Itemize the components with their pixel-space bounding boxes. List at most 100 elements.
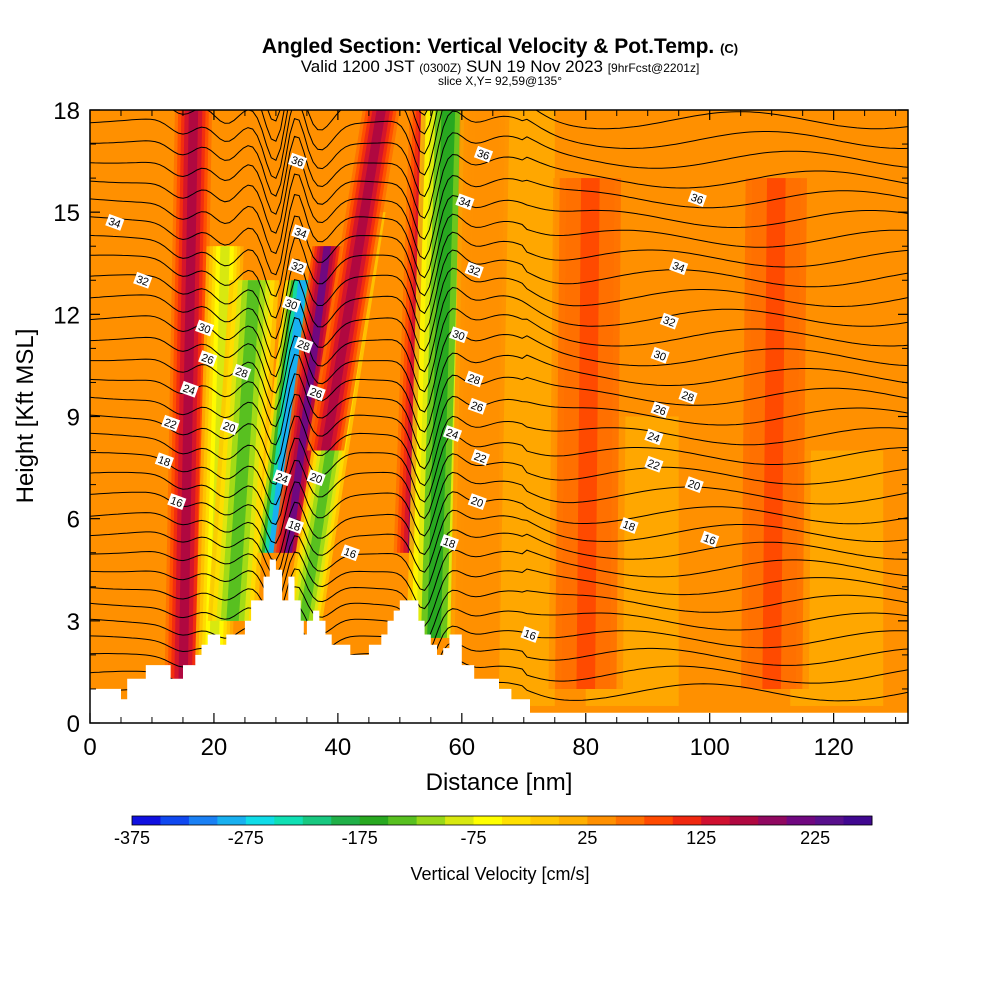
colorbar-swatch (758, 816, 788, 825)
theta-label-text: 36 (289, 154, 305, 169)
colorbar-swatch (502, 816, 531, 825)
x-tick-label: 120 (814, 734, 854, 761)
theta-label-bg (281, 295, 301, 313)
theta-label-bg (619, 517, 639, 534)
colorbar-swatch (729, 816, 759, 825)
theta-contour-line (90, 393, 908, 470)
vv-band (734, 178, 814, 689)
theta-label-bg (700, 530, 720, 548)
vv-band (449, 110, 510, 689)
theta-label-bg (105, 214, 125, 231)
theta-label-text: 26 (469, 400, 485, 415)
theta-label: 32 (288, 258, 308, 275)
y-axis-label: Height [Kft MSL] (12, 329, 39, 504)
colorbar-swatch (587, 816, 617, 825)
theta-label: 30 (195, 319, 215, 337)
theta-label-bg (678, 387, 698, 405)
colorbar-tick-label: -275 (228, 828, 264, 848)
theta-label-text: 32 (661, 314, 677, 329)
y-tick-label: 9 (67, 405, 80, 432)
theta-label-text: 36 (689, 192, 705, 207)
colorbar-swatch (160, 816, 190, 825)
theta-contour-line (90, 249, 908, 340)
theta-contour-line (90, 286, 908, 378)
theta-contour-line (90, 267, 908, 360)
slice-info: slice X,Y= 92,59@135° (437, 74, 563, 88)
theta-label-text: 18 (621, 519, 637, 534)
theta-label-text: 36 (475, 148, 491, 163)
theta-label-text: 26 (652, 403, 668, 418)
y-tick-label: 6 (67, 507, 80, 534)
theta-label-text: 34 (671, 260, 687, 275)
theta-label-text: 24 (274, 471, 290, 486)
theta-label: 18 (154, 452, 174, 469)
theta-label-bg (232, 363, 252, 381)
theta-label-text: 28 (234, 365, 250, 380)
theta-label-bg (464, 261, 484, 279)
colorbar-swatch (359, 816, 389, 825)
vv-band-core (178, 110, 199, 689)
theta-label-bg (650, 401, 670, 419)
theta-label-bg (219, 418, 239, 436)
theta-label-text: 16 (342, 546, 358, 561)
theta-label: 32 (464, 261, 484, 279)
colorbar-swatch (644, 816, 674, 825)
colorbar-swatch (217, 816, 247, 825)
theta-contour-line (90, 132, 908, 219)
vv-band-core (226, 280, 261, 621)
x-axis-label: Distance [nm] (426, 769, 573, 796)
theta-label-text: 18 (286, 519, 302, 534)
theta-label: 36 (687, 190, 707, 207)
theta-label: 32 (133, 271, 153, 289)
colorbar-swatch (388, 816, 418, 825)
theta-contour-line (90, 549, 908, 610)
theta-label: 16 (520, 626, 540, 643)
theta-contour-line (90, 231, 908, 319)
colorbar-tick-label: 25 (577, 828, 597, 848)
theta-label-text: 20 (308, 471, 324, 486)
colorbar-swatch (302, 816, 332, 825)
theta-contour-line (90, 415, 908, 487)
theta-label-text: 26 (308, 386, 324, 401)
theta-label-text: 34 (293, 226, 309, 241)
colorbar-swatch (188, 816, 218, 825)
colorbar-swatch (786, 816, 816, 825)
theta-label: 20 (684, 476, 704, 493)
colorbar-tick-label: -175 (342, 828, 378, 848)
theta-label-bg (684, 476, 704, 493)
theta-label-text: 24 (646, 430, 662, 445)
theta-label-bg (272, 469, 292, 487)
colorbar-swatch (331, 816, 361, 825)
forecast-info: [9hrFcst@2201z] (607, 61, 700, 75)
theta-label-bg (288, 152, 308, 170)
theta-label-text: 32 (466, 263, 482, 278)
theta-label-bg (449, 326, 469, 344)
theta-label: 34 (455, 193, 475, 211)
x-tick-label: 80 (572, 734, 599, 761)
colorbar-swatch (274, 816, 304, 825)
theta-contour-line (90, 352, 908, 433)
theta-label-text: 22 (472, 451, 488, 466)
colorbar-swatch (445, 816, 475, 825)
theta-contour-line (90, 110, 908, 198)
theta-label-text: 30 (652, 348, 668, 363)
theta-label: 20 (219, 418, 239, 436)
theta-label: 26 (650, 401, 670, 419)
colorbar: -375 -275 -175 -75 25 125 225 (114, 815, 873, 848)
colorbar-swatch (558, 816, 588, 825)
theta-contour-line (90, 471, 908, 544)
theta-label-bg (520, 626, 540, 643)
theta-label: 20 (306, 469, 326, 486)
theta-label-bg (133, 271, 153, 289)
vv-band-core (320, 110, 386, 451)
theta-label-bg (439, 534, 459, 551)
vv-band (306, 110, 400, 451)
theta-contour-line (267, 110, 428, 122)
theta-contour-line (172, 110, 438, 162)
theta-label: 24 (442, 425, 463, 442)
theta-label-text: 18 (441, 536, 457, 551)
theta-label-bg (179, 380, 199, 398)
theta-label: 18 (439, 534, 459, 551)
theta-label-text: 24 (181, 383, 197, 398)
theta-label: 16 (340, 544, 360, 561)
